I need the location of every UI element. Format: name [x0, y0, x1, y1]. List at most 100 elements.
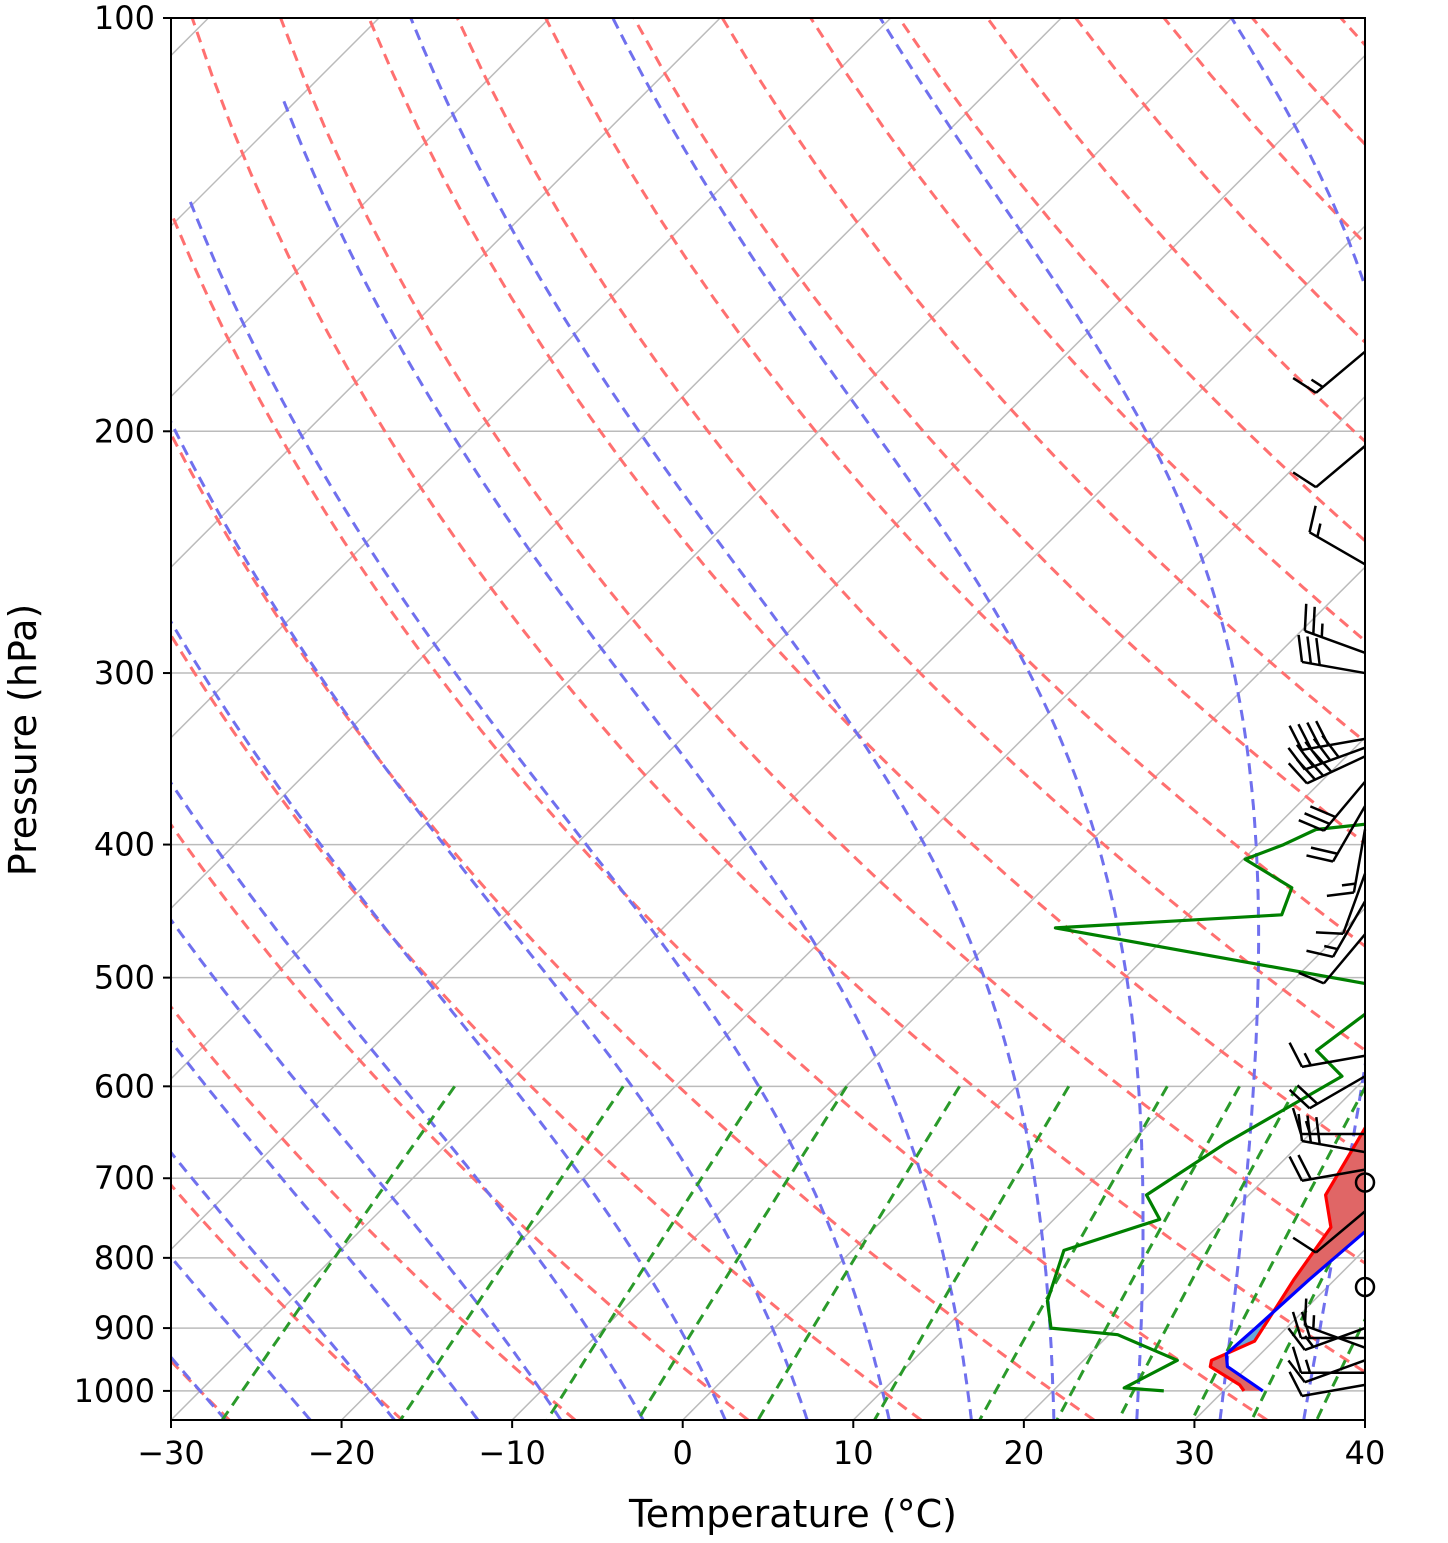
moist-adiabat	[1388, 18, 1448, 1420]
wind-barb-half-flag	[1303, 1052, 1312, 1066]
moist-adiabat	[171, 1039, 480, 1420]
mixing-ratio-line	[545, 1085, 763, 1420]
plot-frame	[170, 17, 1366, 1421]
wind-barb-staff	[1304, 1324, 1366, 1349]
wind-barb-flag	[1288, 1042, 1304, 1068]
wind-barb-staff	[1315, 1210, 1366, 1254]
wind-barb-flag	[1292, 1236, 1317, 1254]
mixing-ratio-line	[1190, 1085, 1365, 1420]
wind-barb-staff	[1304, 1359, 1366, 1384]
wind-barb-flag	[1312, 737, 1332, 762]
dry-adiabat	[809, 18, 1365, 643]
wind-barb-staff	[1308, 1075, 1366, 1110]
wind-barb-staff	[1308, 531, 1366, 566]
profile-lines	[1045, 822, 1365, 1393]
dry-adiabat	[279, 18, 1365, 1265]
wind-barb-staff	[1322, 780, 1366, 832]
wind-barb	[1298, 780, 1366, 832]
x-tick-label: 30	[1174, 1434, 1215, 1472]
dry-adiabat	[455, 18, 1365, 1053]
wind-barb-flag	[1298, 971, 1325, 985]
y-tick-label: 100	[94, 0, 155, 37]
wind-barb	[1306, 900, 1367, 959]
wind-barb	[1308, 505, 1366, 566]
moist-adiabat	[282, 100, 973, 1420]
wind-barb-flag	[1306, 949, 1334, 959]
wind-barb-flag	[1315, 931, 1344, 936]
wind-barb-flag	[1288, 1155, 1304, 1182]
wind-barb	[1288, 720, 1366, 752]
y-tick-label: 400	[94, 826, 155, 864]
mixing-ratio-line	[220, 1085, 456, 1420]
moist-adiabat	[171, 1254, 312, 1420]
wind-barb-flag	[1303, 1298, 1308, 1326]
temperature-profile-line	[1208, 1125, 1365, 1392]
wind-barb-half-flag	[1316, 523, 1322, 538]
isotherm-line	[171, 18, 551, 398]
y-axis-title: Pressure (hPa)	[1, 604, 45, 877]
wind-barb	[1315, 873, 1367, 936]
dry-adiabat	[1074, 18, 1365, 345]
wind-barb	[1288, 1042, 1366, 1069]
wind-barbs	[1287, 350, 1376, 1398]
mixing-ratio-line	[978, 1085, 1169, 1420]
moist-adiabat	[611, 18, 1145, 1420]
wind-barb	[1292, 1210, 1366, 1254]
wind-barb-flag	[1288, 725, 1304, 751]
wind-barb-flag	[1298, 819, 1325, 832]
wind-barb-staff	[1315, 350, 1366, 394]
y-tick-label: 700	[94, 1159, 155, 1197]
x-tick-label: −20	[308, 1434, 376, 1472]
wind-barb-staff	[1301, 1054, 1366, 1069]
wind-barb-flag	[1291, 1346, 1303, 1374]
parcel-profile-line	[1224, 1229, 1365, 1393]
isotherm-line	[1364, 1418, 1365, 1420]
wind-barb-flag	[1297, 634, 1304, 663]
wind-barb-flag	[1292, 376, 1317, 394]
y-tick-label: 900	[94, 1309, 155, 1347]
wind-barb-half-flag	[1341, 882, 1356, 887]
x-tick-label: −30	[137, 1434, 205, 1472]
wind-barb-staff	[1352, 829, 1367, 893]
moist-adiabat	[171, 917, 563, 1420]
wind-barb-half-flag	[1304, 1359, 1312, 1374]
background-lines	[171, 18, 1448, 1420]
wind-barb-half-flag	[1310, 378, 1324, 389]
wind-barb-flag	[1291, 1311, 1303, 1339]
wind-barb	[1287, 1359, 1366, 1384]
wind-barb	[1287, 750, 1366, 785]
wind-barb-staff	[1301, 1139, 1366, 1154]
wind-barb	[1306, 805, 1367, 863]
dry-adiabat	[171, 822, 750, 1420]
wind-barb-half-flag	[1312, 1315, 1316, 1329]
moist-adiabat	[1230, 18, 1365, 1420]
wind-barb-staff	[1331, 805, 1367, 863]
mixing-ratio-line	[756, 1085, 961, 1420]
wind-barb-flag	[1296, 1084, 1319, 1105]
dewpoint-profile-line	[1045, 822, 1365, 1393]
dry-adiabat	[171, 208, 1268, 1420]
axis-ticks: −30 −20 −10 0 10 20 30 40 100 200 300 400 500 600 700 8…	[74, 0, 1386, 1472]
dry-adiabat	[171, 632, 922, 1420]
y-tick-label: 200	[94, 412, 155, 450]
dry-adiabat	[632, 18, 1365, 846]
isotherm-line	[1193, 1248, 1365, 1420]
wind-barb-staff	[1315, 445, 1366, 489]
wind-barb-flag	[1303, 603, 1308, 632]
wind-barb-staff	[1322, 933, 1366, 985]
mixing-ratio-line	[399, 1085, 625, 1420]
x-tick-label: 0	[673, 1434, 693, 1472]
wind-barb-flag	[1326, 891, 1355, 898]
wind-barb-half-flag	[1323, 944, 1338, 951]
wind-barb-staff	[1306, 755, 1366, 785]
wind-barb-staff	[1301, 660, 1366, 675]
wind-barb-flag	[1297, 1154, 1312, 1180]
isotherm-line	[341, 395, 1365, 1420]
wind-barb	[1297, 634, 1366, 675]
isotherm-line	[171, 224, 1365, 1420]
wind-barb	[1291, 1346, 1365, 1374]
x-tick-label: 40	[1345, 1434, 1386, 1472]
x-tick-label: −10	[478, 1434, 546, 1472]
wind-barb	[1292, 445, 1366, 489]
wind-barb-flag	[1287, 1359, 1306, 1383]
